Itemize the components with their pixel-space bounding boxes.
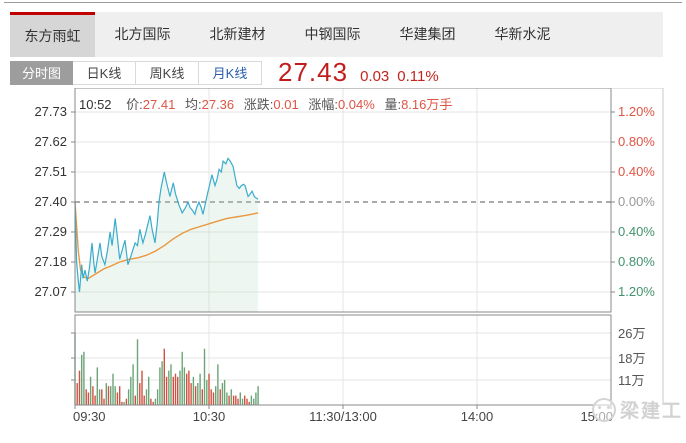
price-change-percent: 0.11%: [397, 68, 439, 85]
intraday-chart[interactable]: 27.73 1.20% 27.62 0.80% 27.51 0.40% 27.40 0.00%…: [0, 88, 686, 428]
stock-tab-2[interactable]: 北新建材: [209, 26, 266, 42]
crosshair-readout: 10:52 价:27.41 均:27.36 涨跌:0.01 涨幅:0.04% 量…: [79, 94, 452, 113]
chart-type-tab-bar: 分时图 日K线 周K线 月K线: [10, 61, 262, 85]
svg-text:0.00%: 0.00%: [618, 194, 655, 209]
stock-tab-5[interactable]: 华新水泥: [494, 26, 551, 42]
price-change: 0.03: [360, 68, 390, 85]
readout-price: 27.41: [142, 97, 176, 112]
svg-text:27.29: 27.29: [34, 224, 67, 239]
readout-pct-label: 涨幅:: [308, 97, 338, 112]
readout-volume-label: 量:: [384, 97, 402, 112]
watermark-text: 梁建工: [620, 401, 684, 422]
svg-text:1.20%: 1.20%: [618, 104, 655, 119]
svg-text:14:00: 14:00: [461, 409, 494, 424]
svg-text:27.07: 27.07: [34, 284, 67, 299]
stock-tab-0[interactable]: 东方雨虹: [10, 12, 95, 57]
chart-type-tab-2[interactable]: 周K线: [136, 61, 199, 85]
svg-text:0.80%: 0.80%: [618, 254, 655, 269]
svg-text:11万: 11万: [618, 373, 645, 388]
stock-tab-bar: 东方雨虹 北方国际 北新建材 中钢国际 华建集团 华新水泥: [10, 12, 663, 57]
svg-text:27.73: 27.73: [34, 104, 67, 119]
watermark-logo-icon: [592, 397, 616, 422]
last-price: 27.43: [278, 57, 349, 87]
svg-text:0.40%: 0.40%: [618, 164, 655, 179]
svg-text:0.80%: 0.80%: [618, 134, 655, 149]
stock-tab-4[interactable]: 华建集团: [399, 26, 456, 42]
svg-text:10:30: 10:30: [193, 409, 226, 424]
stock-tab-3[interactable]: 中钢国际: [304, 26, 361, 42]
quote-summary: 27.43 0.03 0.11%: [278, 57, 439, 87]
svg-text:0.40%: 0.40%: [618, 224, 655, 239]
svg-text:09:30: 09:30: [73, 409, 106, 424]
chart-type-tab-3[interactable]: 月K线: [199, 61, 262, 85]
readout-avg: 27.36: [201, 97, 235, 112]
readout-change: 0.01: [273, 97, 299, 112]
svg-text:18万: 18万: [618, 351, 645, 366]
svg-text:27.18: 27.18: [34, 254, 67, 269]
readout-change-label: 涨跌:: [243, 97, 274, 112]
stock-tab-1[interactable]: 北方国际: [114, 26, 171, 42]
readout-volume: 8.16万手: [401, 97, 453, 112]
readout-avg-label: 均:: [184, 97, 202, 112]
svg-text:11:30/13:00: 11:30/13:00: [309, 409, 377, 424]
svg-text:27.51: 27.51: [34, 164, 67, 179]
svg-text:27.62: 27.62: [34, 134, 67, 149]
readout-pct: 0.04%: [337, 97, 375, 112]
watermark: 梁建工: [592, 396, 683, 423]
readout-time: 10:52: [79, 97, 112, 112]
chart-type-tab-0[interactable]: 分时图: [10, 61, 73, 85]
chart-type-tab-1[interactable]: 日K线: [73, 61, 136, 85]
svg-text:26万: 26万: [618, 326, 645, 341]
svg-text:1.20%: 1.20%: [618, 284, 655, 299]
svg-text:27.40: 27.40: [34, 194, 67, 209]
top-divider: [4, 2, 682, 3]
readout-price-label: 价:: [126, 97, 143, 112]
